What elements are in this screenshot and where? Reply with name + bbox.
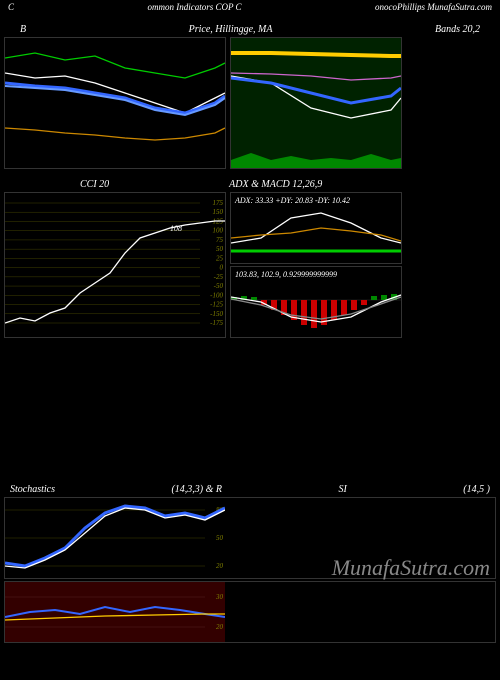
row3-titles: Stochastics (14,3,3) & R SI (14,5 )	[0, 482, 500, 497]
svg-text:108: 108	[170, 224, 182, 233]
title-rsi-p: (14,5 )	[463, 484, 490, 495]
svg-text:20: 20	[216, 562, 224, 570]
svg-text:175: 175	[213, 199, 224, 207]
title-rsi: SI	[338, 484, 346, 495]
svg-text:50: 50	[216, 245, 224, 253]
svg-text:75: 75	[216, 236, 224, 244]
svg-text:100: 100	[213, 227, 224, 235]
title-price: Price, Hillingge, MA	[189, 24, 273, 35]
page-header: C ommon Indicators COP C onocoPhillips M…	[0, 0, 500, 14]
chart-row-2: 1751501251007550250-25-50-100-125-150-17…	[0, 192, 500, 338]
title-b: B	[20, 24, 26, 35]
chart-panel-cci: 1751501251007550250-25-50-100-125-150-17…	[4, 192, 226, 338]
chart-panel-adx: ADX: 33.33 +DY: 20.83 -DY: 10.42	[230, 192, 402, 264]
chart-panel-macd: 103.83, 102.9, 0.929999999999	[230, 266, 402, 338]
header-left: C	[8, 2, 14, 12]
svg-text:150: 150	[213, 208, 224, 216]
svg-text:-50: -50	[214, 282, 224, 290]
svg-text:-175: -175	[210, 319, 223, 327]
title-stoch: Stochastics	[10, 484, 55, 495]
svg-text:20: 20	[216, 623, 224, 631]
svg-text:-150: -150	[210, 310, 223, 318]
title-adx: ADX & MACD 12,26,9	[229, 179, 322, 190]
svg-text:25: 25	[216, 254, 224, 262]
svg-text:-25: -25	[214, 273, 224, 281]
header-center: ommon Indicators COP C	[147, 2, 241, 12]
svg-text:103.83, 102.9, 0.929999999999: 103.83, 102.9, 0.929999999999	[235, 270, 337, 279]
chart-panel-rsi: 30 20	[4, 581, 496, 643]
watermark-text: MunafaSutra.com	[332, 555, 490, 581]
title-cci: CCI 20	[80, 179, 109, 190]
svg-text:50: 50	[216, 534, 224, 542]
svg-text:30: 30	[215, 593, 224, 601]
row1-titles: B Price, Hillingge, MA Bands 20,2	[0, 22, 500, 37]
title-stoch-p: (14,3,3) & R	[171, 484, 222, 495]
svg-text:-125: -125	[210, 301, 223, 309]
chart-panel-b	[4, 37, 226, 169]
row2-titles: CCI 20 ADX & MACD 12,26,9	[0, 177, 500, 192]
svg-text:ADX: 33.33 +DY: 20.83 -DY: 10.: ADX: 33.33 +DY: 20.83 -DY: 10.42	[234, 196, 350, 205]
chart-row-1	[0, 37, 500, 169]
svg-text:0: 0	[220, 264, 224, 272]
title-bands: Bands 20,2	[435, 24, 480, 35]
header-right: onocoPhillips MunafaSutra.com	[375, 2, 492, 12]
svg-text:-100: -100	[210, 291, 223, 299]
chart-panel-price	[230, 37, 402, 169]
